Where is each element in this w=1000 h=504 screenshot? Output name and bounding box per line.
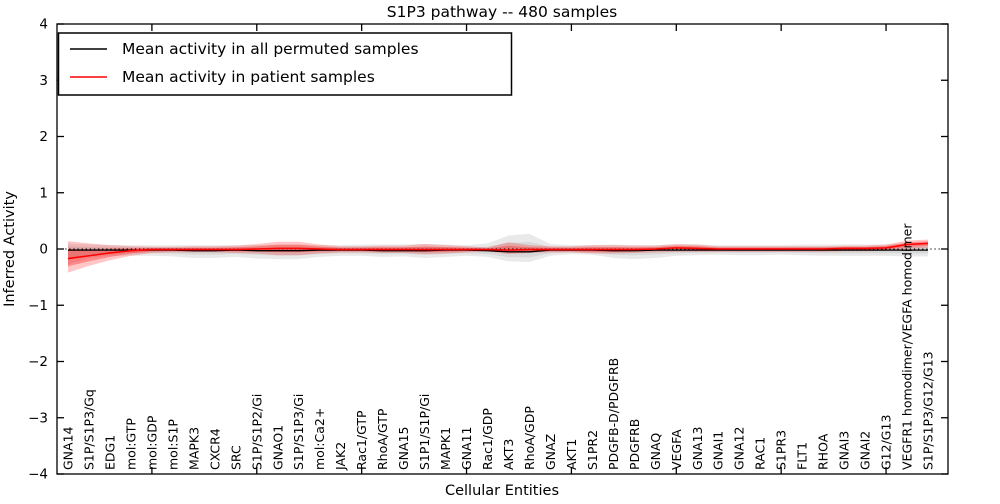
- x-tick-label: GNA12: [732, 427, 747, 471]
- x-tick-label: JAK2: [333, 442, 348, 471]
- x-tick-label: MAPK1: [438, 427, 453, 470]
- x-tick-label: RhoA/GDP: [522, 406, 537, 470]
- x-tick-label: RhoA/GTP: [375, 408, 390, 470]
- y-tick-label: 0: [39, 242, 48, 258]
- x-tick-label: G12/G13: [879, 415, 894, 470]
- y-tick-label: 2: [39, 129, 48, 145]
- x-tick-label: RHOA: [816, 433, 831, 470]
- x-tick-label: GNAI1: [711, 431, 726, 470]
- x-tick-label: GNAO1: [270, 425, 285, 470]
- patient-line: [67, 242, 929, 260]
- x-tick-label: Rac1/GTP: [354, 410, 369, 470]
- y-tick-labels: −4 −3 −2 −1 0 1 2 3 4: [28, 17, 48, 483]
- x-tick-label: PDGFB-D/PDGFRB: [606, 358, 621, 470]
- legend-entry-patient: Mean activity in patient samples: [122, 68, 375, 86]
- legend: Mean activity in all permuted samples Me…: [57, 32, 513, 96]
- x-tick-label: FLT1: [795, 442, 810, 470]
- y-tick-label: −2: [28, 354, 48, 370]
- x-tick-label: PDGFRB: [627, 419, 642, 470]
- x-tick-label: EDG1: [102, 435, 117, 470]
- y-tick-label: −3: [28, 410, 48, 426]
- x-tick-label: GNA11: [459, 427, 474, 471]
- x-tick-label: SRC: [228, 445, 243, 470]
- x-tick-label: CXCR4: [207, 428, 222, 470]
- x-tick-label: GNA15: [396, 427, 411, 471]
- chart-title: S1P3 pathway -- 480 samples: [387, 3, 617, 21]
- x-tick-label: Rac1/GDP: [480, 408, 495, 470]
- x-tick-label: S1P/S1P3/Gi: [291, 394, 306, 470]
- x-tick-label: S1P/S1P2/Gi: [249, 394, 264, 470]
- patient-band-inner: [68, 241, 928, 267]
- x-axis-label: Cellular Entities: [445, 483, 559, 499]
- x-tick-label: S1P/S1P3/Gq: [81, 389, 96, 470]
- permuted-line: [68, 249, 928, 253]
- y-axis-label: Inferred Activity: [2, 191, 18, 307]
- x-tick-label: mol:GDP: [144, 415, 159, 470]
- y-tick-label: 3: [39, 73, 48, 89]
- x-tick-label: GNAI2: [858, 431, 873, 470]
- x-tick-label: GNAQ: [648, 433, 663, 470]
- x-tick-label: AKT1: [564, 439, 579, 470]
- x-tick-label: mol:S1P: [165, 419, 180, 470]
- y-tick-label: 1: [39, 185, 48, 201]
- y-tick-label: −1: [28, 298, 48, 314]
- x-tick-labels: GNA14 S1P/S1P3/Gq EDG1 mol:GTP mol:GDP mol:S1…: [61, 223, 936, 471]
- x-tick-label: MAPK3: [186, 427, 201, 470]
- x-tick-label: S1PR3: [774, 430, 789, 470]
- x-tick-label: S1P/S1P3/G12/G13: [921, 351, 936, 470]
- x-tick-label: GNAI3: [837, 431, 852, 470]
- x-tick-label: mol:Ca2+: [312, 408, 327, 470]
- x-tick-label: S1PR2: [585, 430, 600, 470]
- x-tick-label: VEGFA: [669, 429, 684, 470]
- x-tick-label: GNAZ: [543, 434, 558, 470]
- x-tick-label: AKT3: [501, 439, 516, 470]
- legend-box: [57, 32, 513, 96]
- y-tick-label: −4: [28, 467, 48, 483]
- x-tick-label: VEGFR1 homodimer/VEGFA homodimer: [900, 223, 915, 470]
- legend-entry-permuted: Mean activity in all permuted samples: [122, 40, 419, 58]
- x-tick-label: GNA13: [690, 427, 705, 471]
- data-lines: [67, 242, 929, 260]
- y-tick-label: 4: [39, 17, 48, 33]
- x-tick-label: mol:GTP: [123, 418, 138, 470]
- x-tick-label: GNA14: [61, 426, 76, 470]
- x-tick-label: S1P1/S1P/Gi: [417, 394, 432, 470]
- x-tick-label: RAC1: [753, 437, 768, 470]
